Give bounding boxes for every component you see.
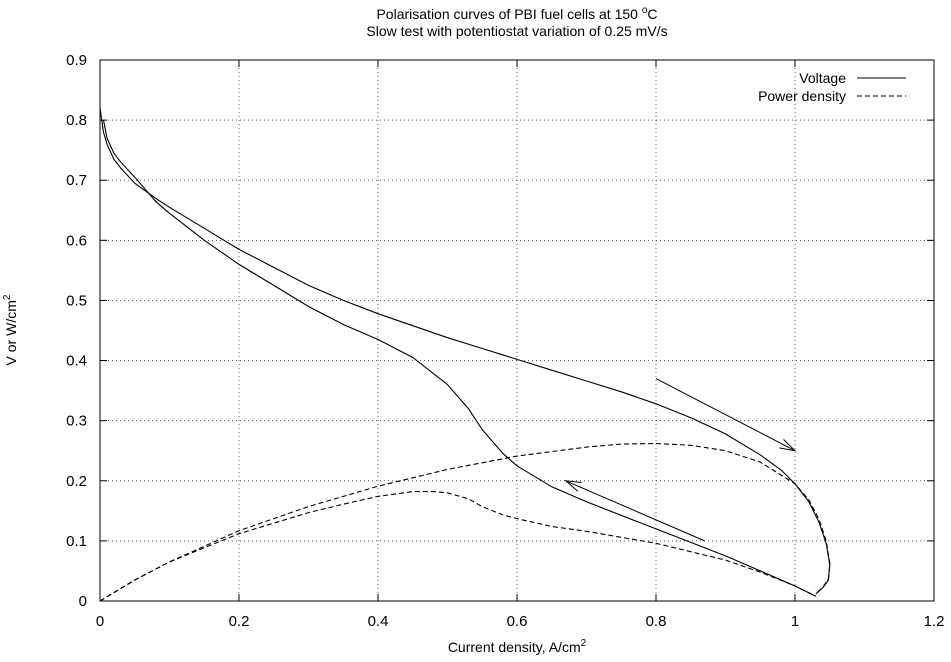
x-tick-label: 0 [96,613,104,630]
chart-title: Polarisation curves of PBI fuel cells at… [376,5,657,22]
x-tick-label: 0.4 [368,613,389,630]
y-tick-label: 0.1 [66,533,87,550]
y-tick-labels: 0 0.1 0.2 0.3 0.4 0.5 0.6 0.7 0.8 0.9 [66,52,87,610]
plot-frame [99,59,935,602]
y-tick-label: 0.6 [66,232,87,249]
annotation-arrows [564,378,797,542]
x-tick-label: 0.6 [507,613,528,630]
y-tick-label: 0.8 [66,112,87,129]
chart-subtitle: Slow test with potentiostat variation of… [366,23,667,39]
y-tick-label: 0.9 [66,52,87,69]
y-tick-label: 0.7 [66,172,87,189]
y-axis-label: V or W/cm2 [2,294,19,365]
series-lines [99,108,831,602]
y-tick-label: 0.4 [66,353,87,370]
y-tick-label: 0.3 [66,413,87,430]
x-tick-label: 1.2 [924,613,945,630]
legend: Voltage Power density [758,70,906,104]
x-tick-label: 0.8 [646,613,667,630]
legend-label-power-density: Power density [758,88,846,104]
x-tick-labels: 0 0.2 0.4 0.6 0.8 1 1.2 [96,613,945,630]
voltage-forward-curve [99,108,831,595]
voltage-return-curve [102,119,817,597]
power-density-forward-curve [99,442,831,602]
annotation-arrow-shaft [655,378,796,452]
annotation-arrow-shaft [565,480,705,542]
x-axis-label: Current density, A/cm2 [448,638,587,655]
y-tick-label: 0.5 [66,292,87,309]
grid [100,60,934,601]
annotation-arrow-head [779,439,797,452]
legend-label-voltage: Voltage [799,70,846,86]
x-tick-label: 0.2 [229,613,250,630]
y-tick-label: 0.2 [66,473,87,490]
y-tick-label: 0 [79,593,87,610]
tick-marks [99,59,935,602]
x-tick-label: 1 [791,613,799,630]
annotation-arrow-head [564,480,582,492]
power-density-return-curve [99,491,817,602]
